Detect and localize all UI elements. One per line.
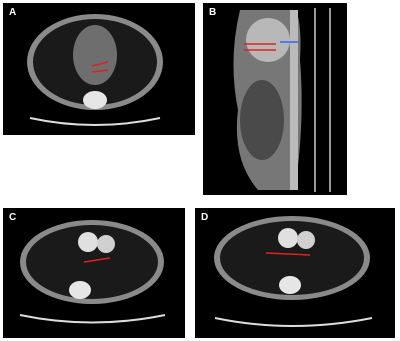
table — [19, 314, 166, 324]
aorta — [78, 232, 98, 252]
pulmonary-artery — [97, 235, 115, 253]
table — [29, 117, 161, 126]
spine — [69, 281, 91, 299]
panel-label: A — [9, 7, 16, 18]
arrow — [91, 61, 109, 67]
spine — [83, 91, 107, 109]
aorta — [246, 18, 290, 62]
arrow — [265, 252, 311, 256]
arrow — [91, 69, 109, 73]
abdomen — [240, 80, 284, 160]
panel-label: D — [201, 212, 208, 223]
mediastinum — [73, 25, 117, 85]
panel-d: D — [195, 208, 395, 338]
table — [214, 317, 373, 327]
pulmonary-artery — [297, 231, 315, 249]
panel-label: C — [9, 212, 16, 223]
panel-label: B — [209, 7, 216, 18]
spine — [290, 10, 298, 190]
arrow — [83, 257, 111, 263]
lung-field — [26, 225, 158, 299]
panel-c: C — [3, 208, 185, 338]
panel-a: A — [3, 3, 195, 135]
panel-b: B — [203, 3, 347, 195]
lung-field — [220, 221, 364, 295]
aorta — [278, 228, 298, 248]
spine — [279, 276, 301, 294]
